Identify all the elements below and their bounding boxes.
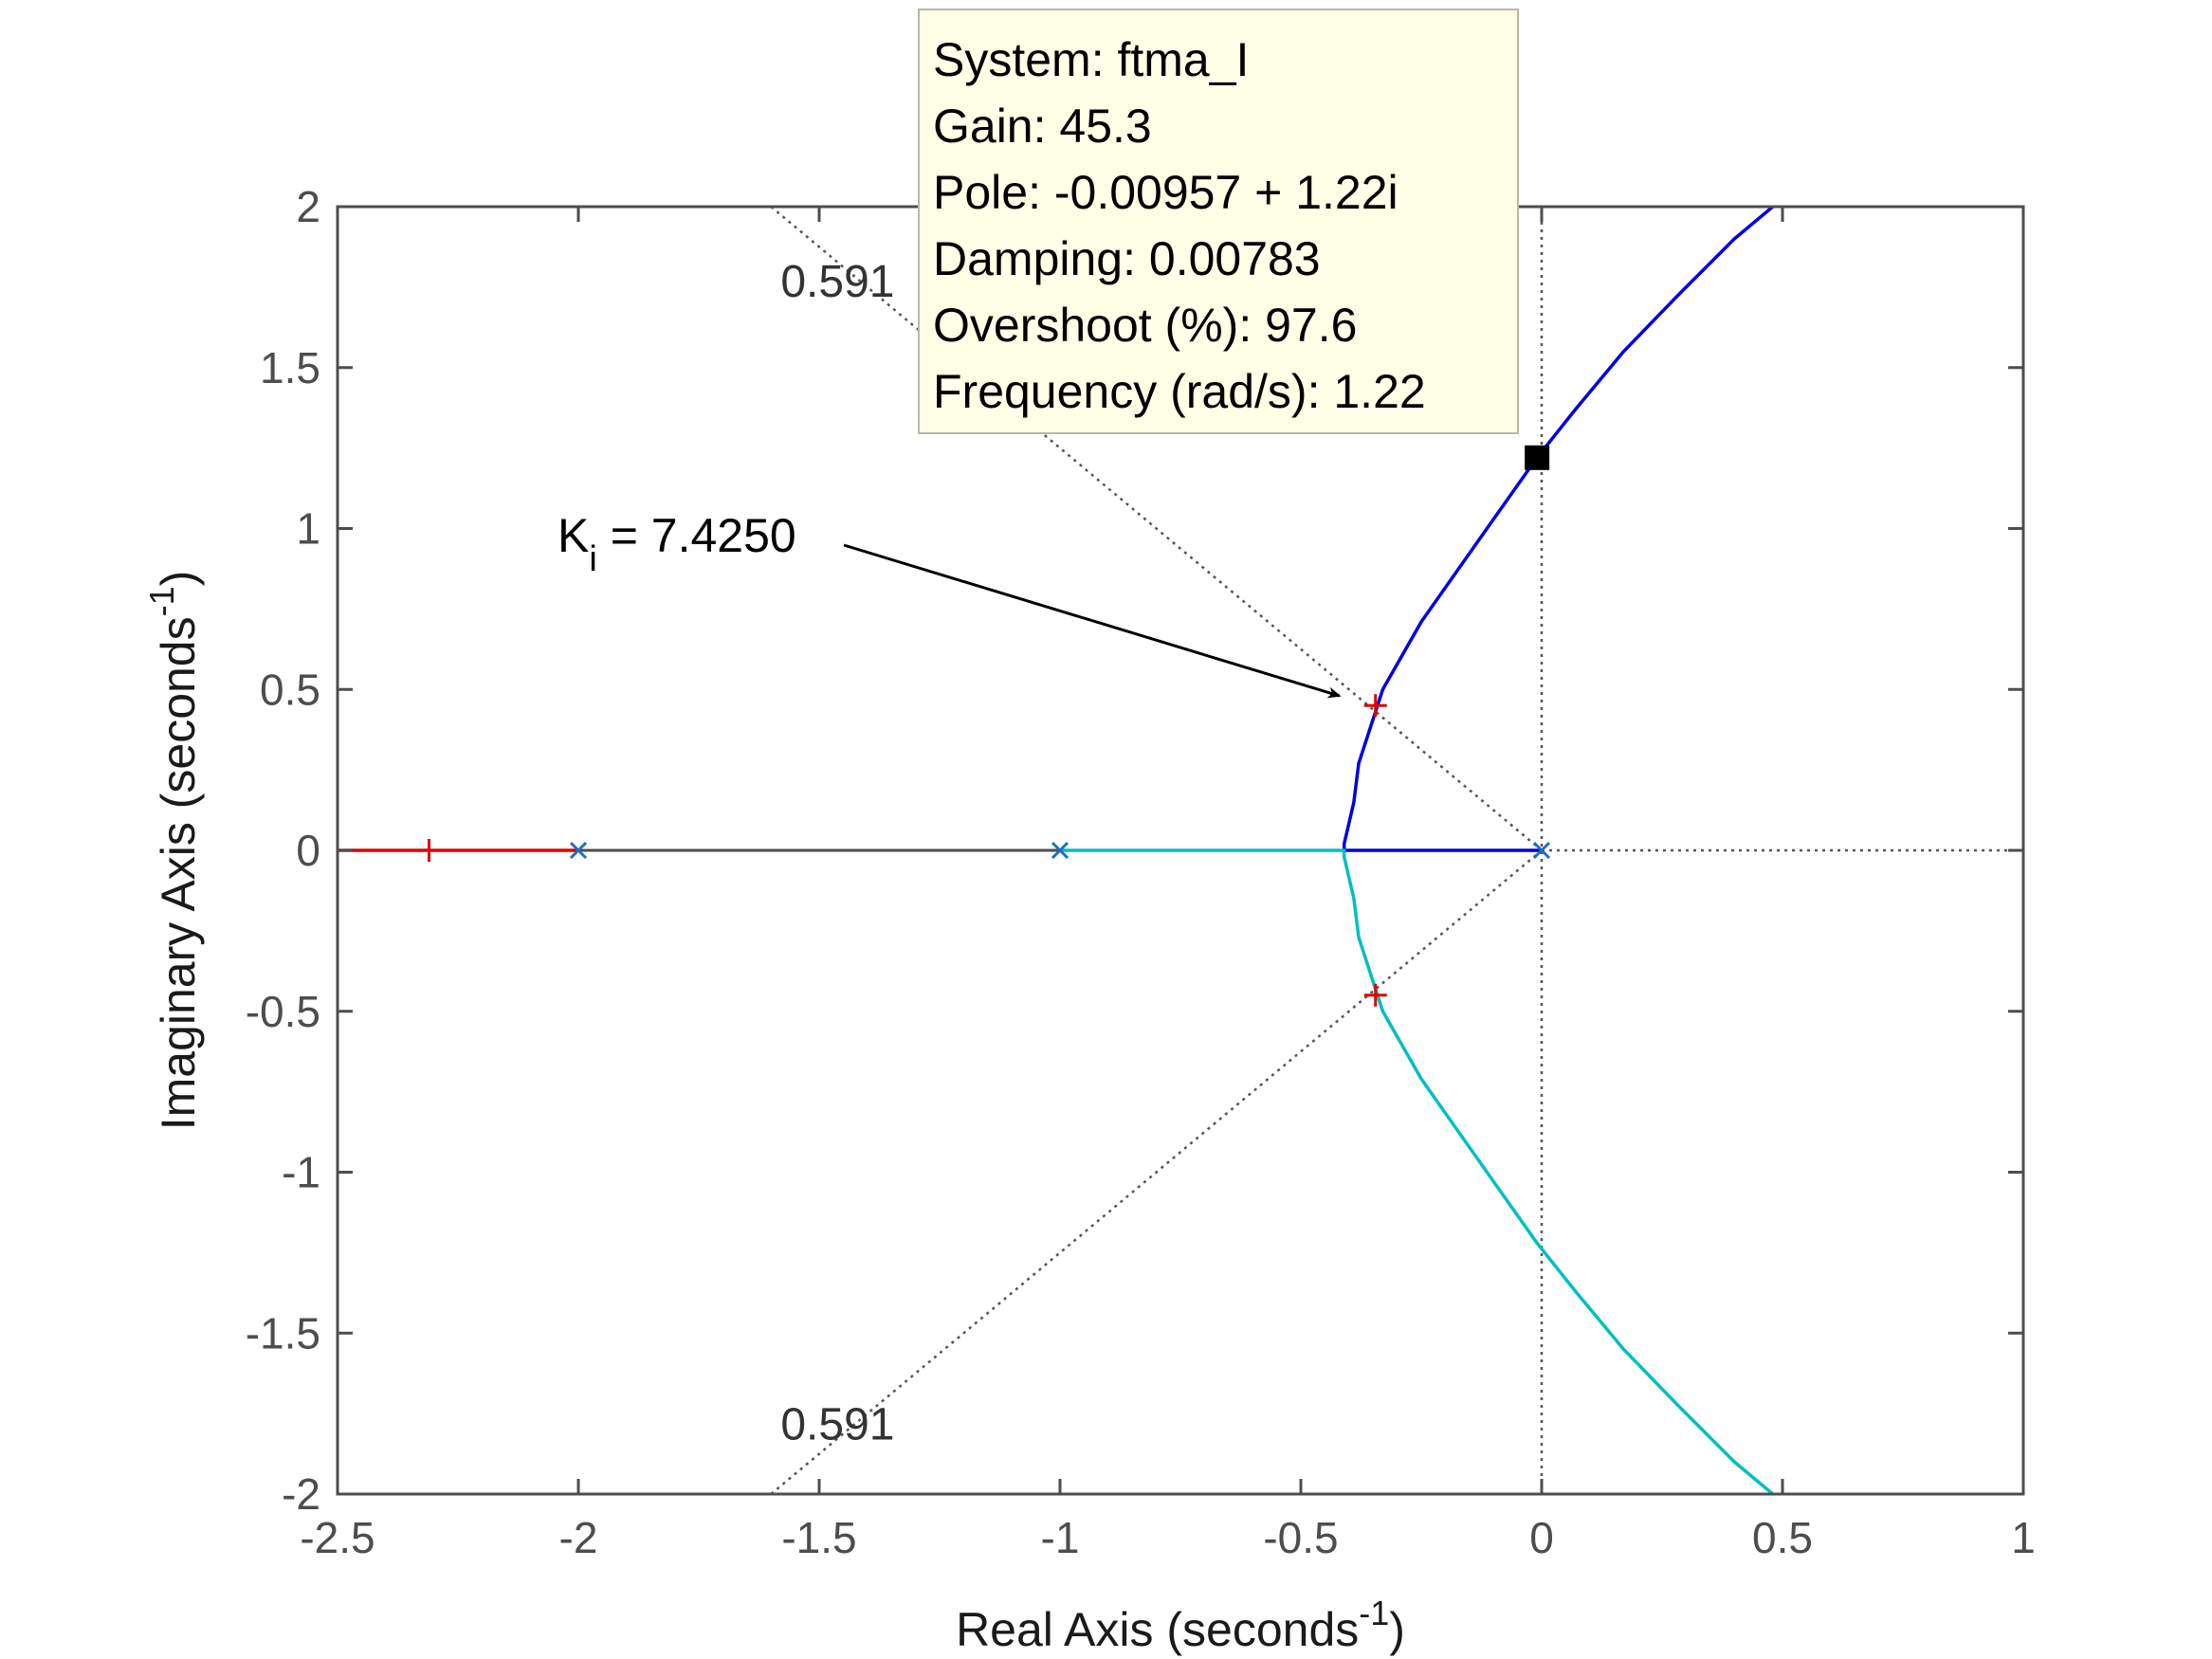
open-loop-pole-1	[1051, 841, 1069, 860]
datatip-box	[918, 9, 1519, 434]
y-tick-label: 0	[296, 826, 320, 875]
datatip: System: ftma_I Gain: 45.3 Pole: -0.00957…	[918, 9, 1519, 434]
y-tick-label: -0.5	[246, 987, 320, 1036]
damping-label-1: 0.591	[780, 1399, 894, 1449]
x-tick-label: 1	[2011, 1513, 2036, 1562]
ki-annotation: Ki = 7.4250	[558, 509, 1342, 699]
pole-markers	[417, 694, 1551, 1007]
y-tick-label: 0.5	[260, 665, 320, 714]
axis-ticks: -2.5 -2 -1.5 -1 -0.5 0 0.5 1-2-1.5-1-0.500.511.…	[246, 182, 2036, 1562]
closed-loop-pole-2	[417, 839, 441, 862]
open-loop-pole-2	[1532, 841, 1551, 860]
locus-branches	[338, 207, 1774, 1494]
damping-line-0	[770, 207, 1543, 851]
datatip-frequency: Frequency (rad/s): 1.22	[933, 365, 1426, 418]
damping-line-1	[770, 849, 1543, 1494]
open-loop-pole-0	[569, 841, 588, 860]
datatip-overshoot: Overshoot (%): 97.6	[933, 299, 1357, 352]
x-tick-label: -1	[1041, 1513, 1080, 1562]
datatip-pole: Pole: -0.00957 + 1.22i	[933, 166, 1398, 219]
x-tick-label: 0.5	[1752, 1513, 1813, 1562]
locus-branch-0	[1342, 207, 1774, 852]
damping-labels: 0.591 0.591	[780, 257, 894, 1449]
selected-pole-marker[interactable]	[1525, 445, 1550, 470]
x-tick-label: -2.5	[300, 1513, 375, 1562]
datatip-gain: Gain: 45.3	[933, 100, 1152, 153]
y-tick-label: -1	[282, 1148, 320, 1197]
ki-annotation-label: Ki = 7.4250	[558, 509, 796, 579]
y-tick-label: 2	[296, 182, 320, 231]
y-tick-label: -2	[282, 1469, 320, 1519]
locus-branch-1	[1060, 848, 1774, 1494]
x-tick-label: -2	[559, 1513, 598, 1562]
ki-annotation-arrow	[843, 543, 1342, 699]
x-tick-label: 0	[1529, 1513, 1554, 1562]
datatip-damping: Damping: 0.00783	[933, 232, 1321, 285]
datatip-system: System: ftma_I	[933, 33, 1249, 86]
y-tick-label: 1.5	[260, 343, 320, 392]
y-tick-label: 1	[296, 504, 320, 554]
y-axis-title: Imaginary Axis (seconds-1)	[142, 571, 205, 1131]
damping-label-0: 0.591	[780, 257, 894, 307]
y-tick-label: -1.5	[246, 1308, 320, 1358]
x-tick-label: -0.5	[1263, 1513, 1338, 1562]
closed-loop-pole-1	[1363, 983, 1387, 1007]
closed-loop-pole-0	[1363, 694, 1387, 718]
x-tick-label: -1.5	[781, 1513, 856, 1562]
x-axis-title: Real Axis (seconds-1)	[956, 1594, 1405, 1656]
